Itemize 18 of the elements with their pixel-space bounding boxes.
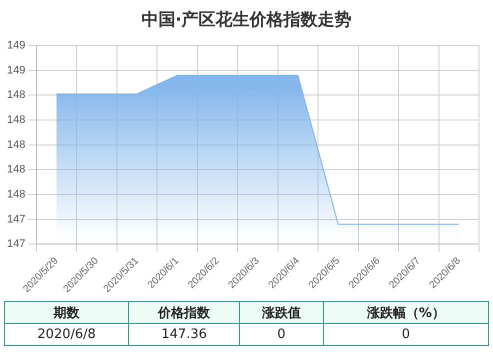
y-tick-label: 148 [6, 114, 26, 126]
y-tick-label: 147 [6, 238, 26, 250]
text: 147.36 [128, 324, 240, 346]
y-tick-label: 148 [6, 188, 26, 200]
y-tick-label: 148 [6, 138, 26, 151]
y-tick-label: 147 [6, 213, 26, 226]
text: 涨跌幅（%） [323, 302, 488, 324]
text: 0 [240, 324, 324, 346]
text: 0 [323, 324, 488, 346]
y-tick-label: 148 [6, 89, 26, 102]
y-tick-label: 148 [6, 164, 26, 176]
text: 价格指数 [128, 302, 240, 324]
text: 期数 [4, 302, 129, 324]
y-tick-label: 149 [6, 64, 26, 76]
text: 2020/6/8 [4, 324, 129, 346]
text: 涨跌值 [240, 302, 324, 324]
y-tick-label: 149 [6, 40, 26, 52]
chart-title: 中国·产区花生价格指数走势 [140, 9, 353, 31]
